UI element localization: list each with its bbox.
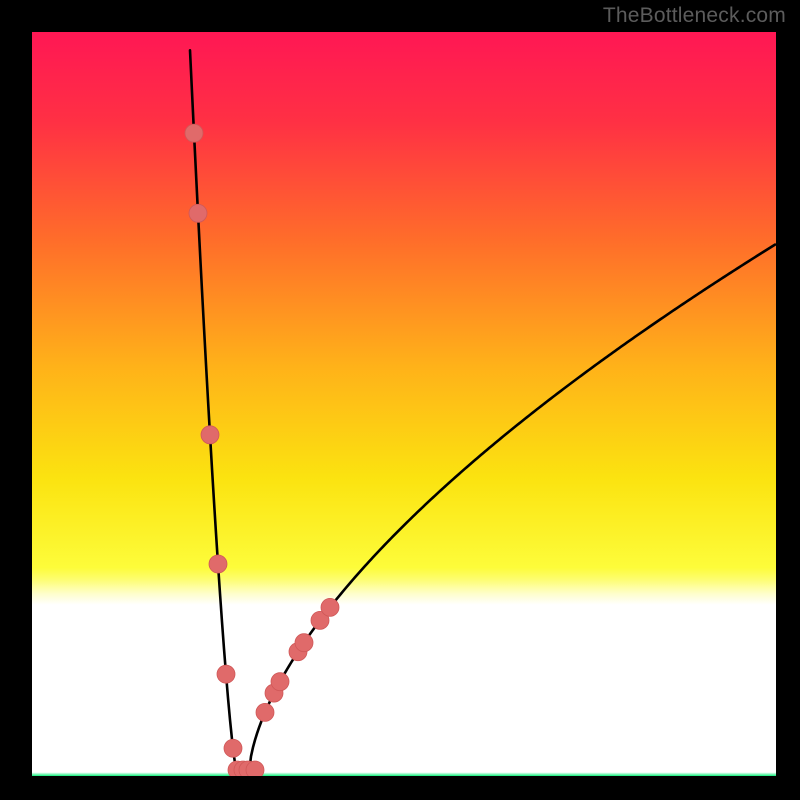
marker-point	[321, 598, 339, 616]
chart-stage: TheBottleneck.com	[0, 0, 800, 800]
marker-point	[224, 739, 242, 757]
marker-point	[271, 673, 289, 691]
marker-point	[295, 634, 313, 652]
gradient-curve-plot	[32, 32, 776, 776]
plot-background	[32, 32, 776, 776]
marker-point	[185, 124, 203, 142]
marker-point	[246, 761, 264, 776]
watermark-text: TheBottleneck.com	[603, 4, 786, 28]
marker-point	[256, 703, 274, 721]
marker-point	[189, 204, 207, 222]
marker-point	[209, 555, 227, 573]
marker-point	[217, 665, 235, 683]
marker-point	[201, 426, 219, 444]
